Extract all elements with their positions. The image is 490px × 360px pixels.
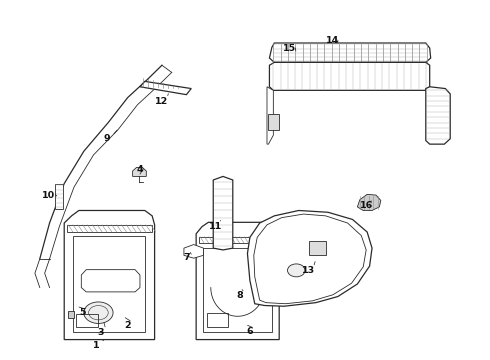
Text: 14: 14 (326, 36, 340, 45)
Polygon shape (309, 241, 326, 255)
Text: 13: 13 (302, 266, 315, 275)
Polygon shape (81, 270, 140, 292)
Text: 15: 15 (283, 44, 296, 53)
Polygon shape (140, 81, 191, 95)
Text: 11: 11 (209, 222, 222, 231)
Text: 6: 6 (246, 327, 253, 336)
Polygon shape (55, 184, 63, 209)
Polygon shape (133, 167, 147, 176)
Polygon shape (269, 114, 279, 130)
Polygon shape (270, 62, 430, 90)
Text: 7: 7 (183, 253, 190, 262)
Text: 9: 9 (104, 134, 111, 143)
Polygon shape (426, 87, 450, 144)
Polygon shape (357, 194, 381, 211)
Text: 10: 10 (42, 190, 55, 199)
Polygon shape (247, 211, 372, 306)
Text: 2: 2 (124, 321, 131, 330)
Text: 1: 1 (93, 341, 99, 350)
Text: 3: 3 (98, 328, 104, 337)
Text: 8: 8 (237, 291, 244, 300)
Polygon shape (68, 311, 74, 318)
Circle shape (288, 264, 305, 277)
Polygon shape (64, 211, 155, 339)
Polygon shape (267, 87, 273, 144)
Polygon shape (196, 222, 279, 339)
Polygon shape (184, 244, 203, 258)
Polygon shape (213, 176, 233, 250)
Polygon shape (270, 43, 431, 62)
Circle shape (84, 302, 113, 323)
Text: 16: 16 (360, 201, 373, 210)
Text: 4: 4 (137, 165, 143, 174)
Text: 12: 12 (155, 96, 169, 105)
Text: 5: 5 (79, 308, 86, 317)
